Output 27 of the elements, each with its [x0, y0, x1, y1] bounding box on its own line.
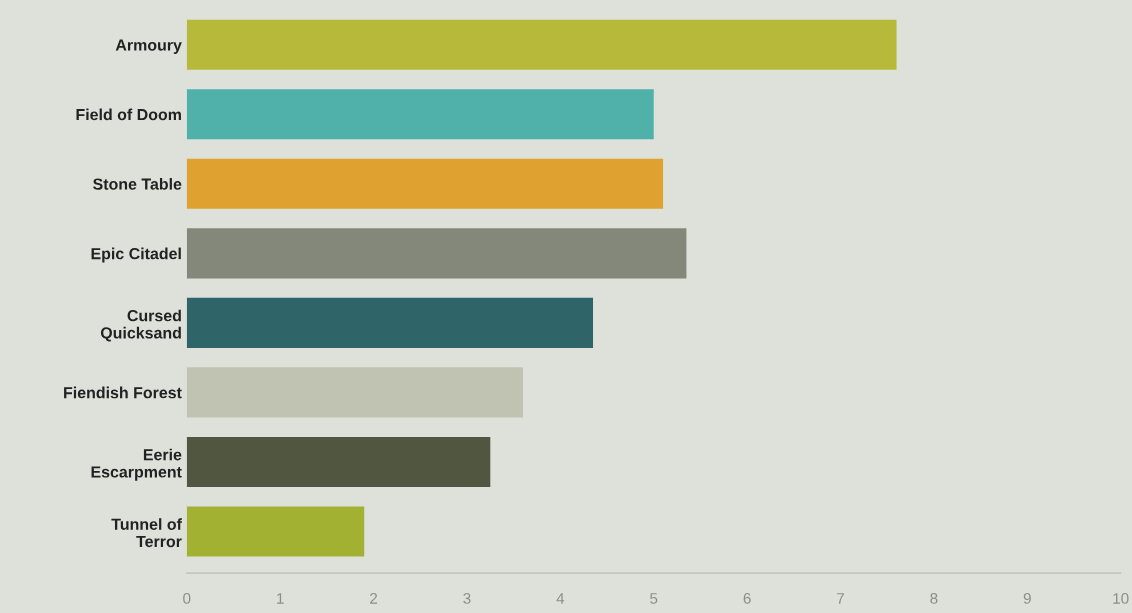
y-tick-label: Armoury: [115, 39, 182, 54]
bar: [186, 158, 664, 209]
x-tick-label: 2: [370, 593, 378, 604]
x-tick-label: 0: [183, 593, 191, 604]
x-tick-label: 5: [650, 593, 658, 604]
bar: [186, 89, 654, 140]
bar: [186, 297, 594, 348]
bar: [186, 228, 687, 279]
x-tick-label: 8: [930, 593, 938, 604]
bar: [186, 436, 491, 487]
x-tick-label: 10: [1113, 593, 1129, 604]
bar: [186, 367, 523, 418]
y-tick-label: Cursed Quicksand: [100, 309, 181, 342]
y-tick-label: Eerie Escarpment: [91, 448, 182, 481]
y-tick-label: Tunnel of Terror: [111, 518, 182, 548]
x-tick-label: 7: [837, 593, 844, 604]
x-tick-label: 1: [277, 593, 284, 604]
bar: [186, 506, 365, 557]
y-tick-label: Field of Doom: [76, 108, 181, 121]
y-tick-label: Stone Table: [93, 178, 182, 190]
y-tick-label: Fiendish Forest: [64, 386, 182, 399]
x-tick-label: 4: [556, 593, 565, 604]
x-tick-label: 9: [1023, 593, 1031, 604]
x-tick-label: 6: [743, 593, 751, 604]
bar: [186, 19, 897, 70]
y-tick-label: Epic Citadel: [91, 247, 181, 263]
x-tick-label: 3: [463, 593, 471, 604]
